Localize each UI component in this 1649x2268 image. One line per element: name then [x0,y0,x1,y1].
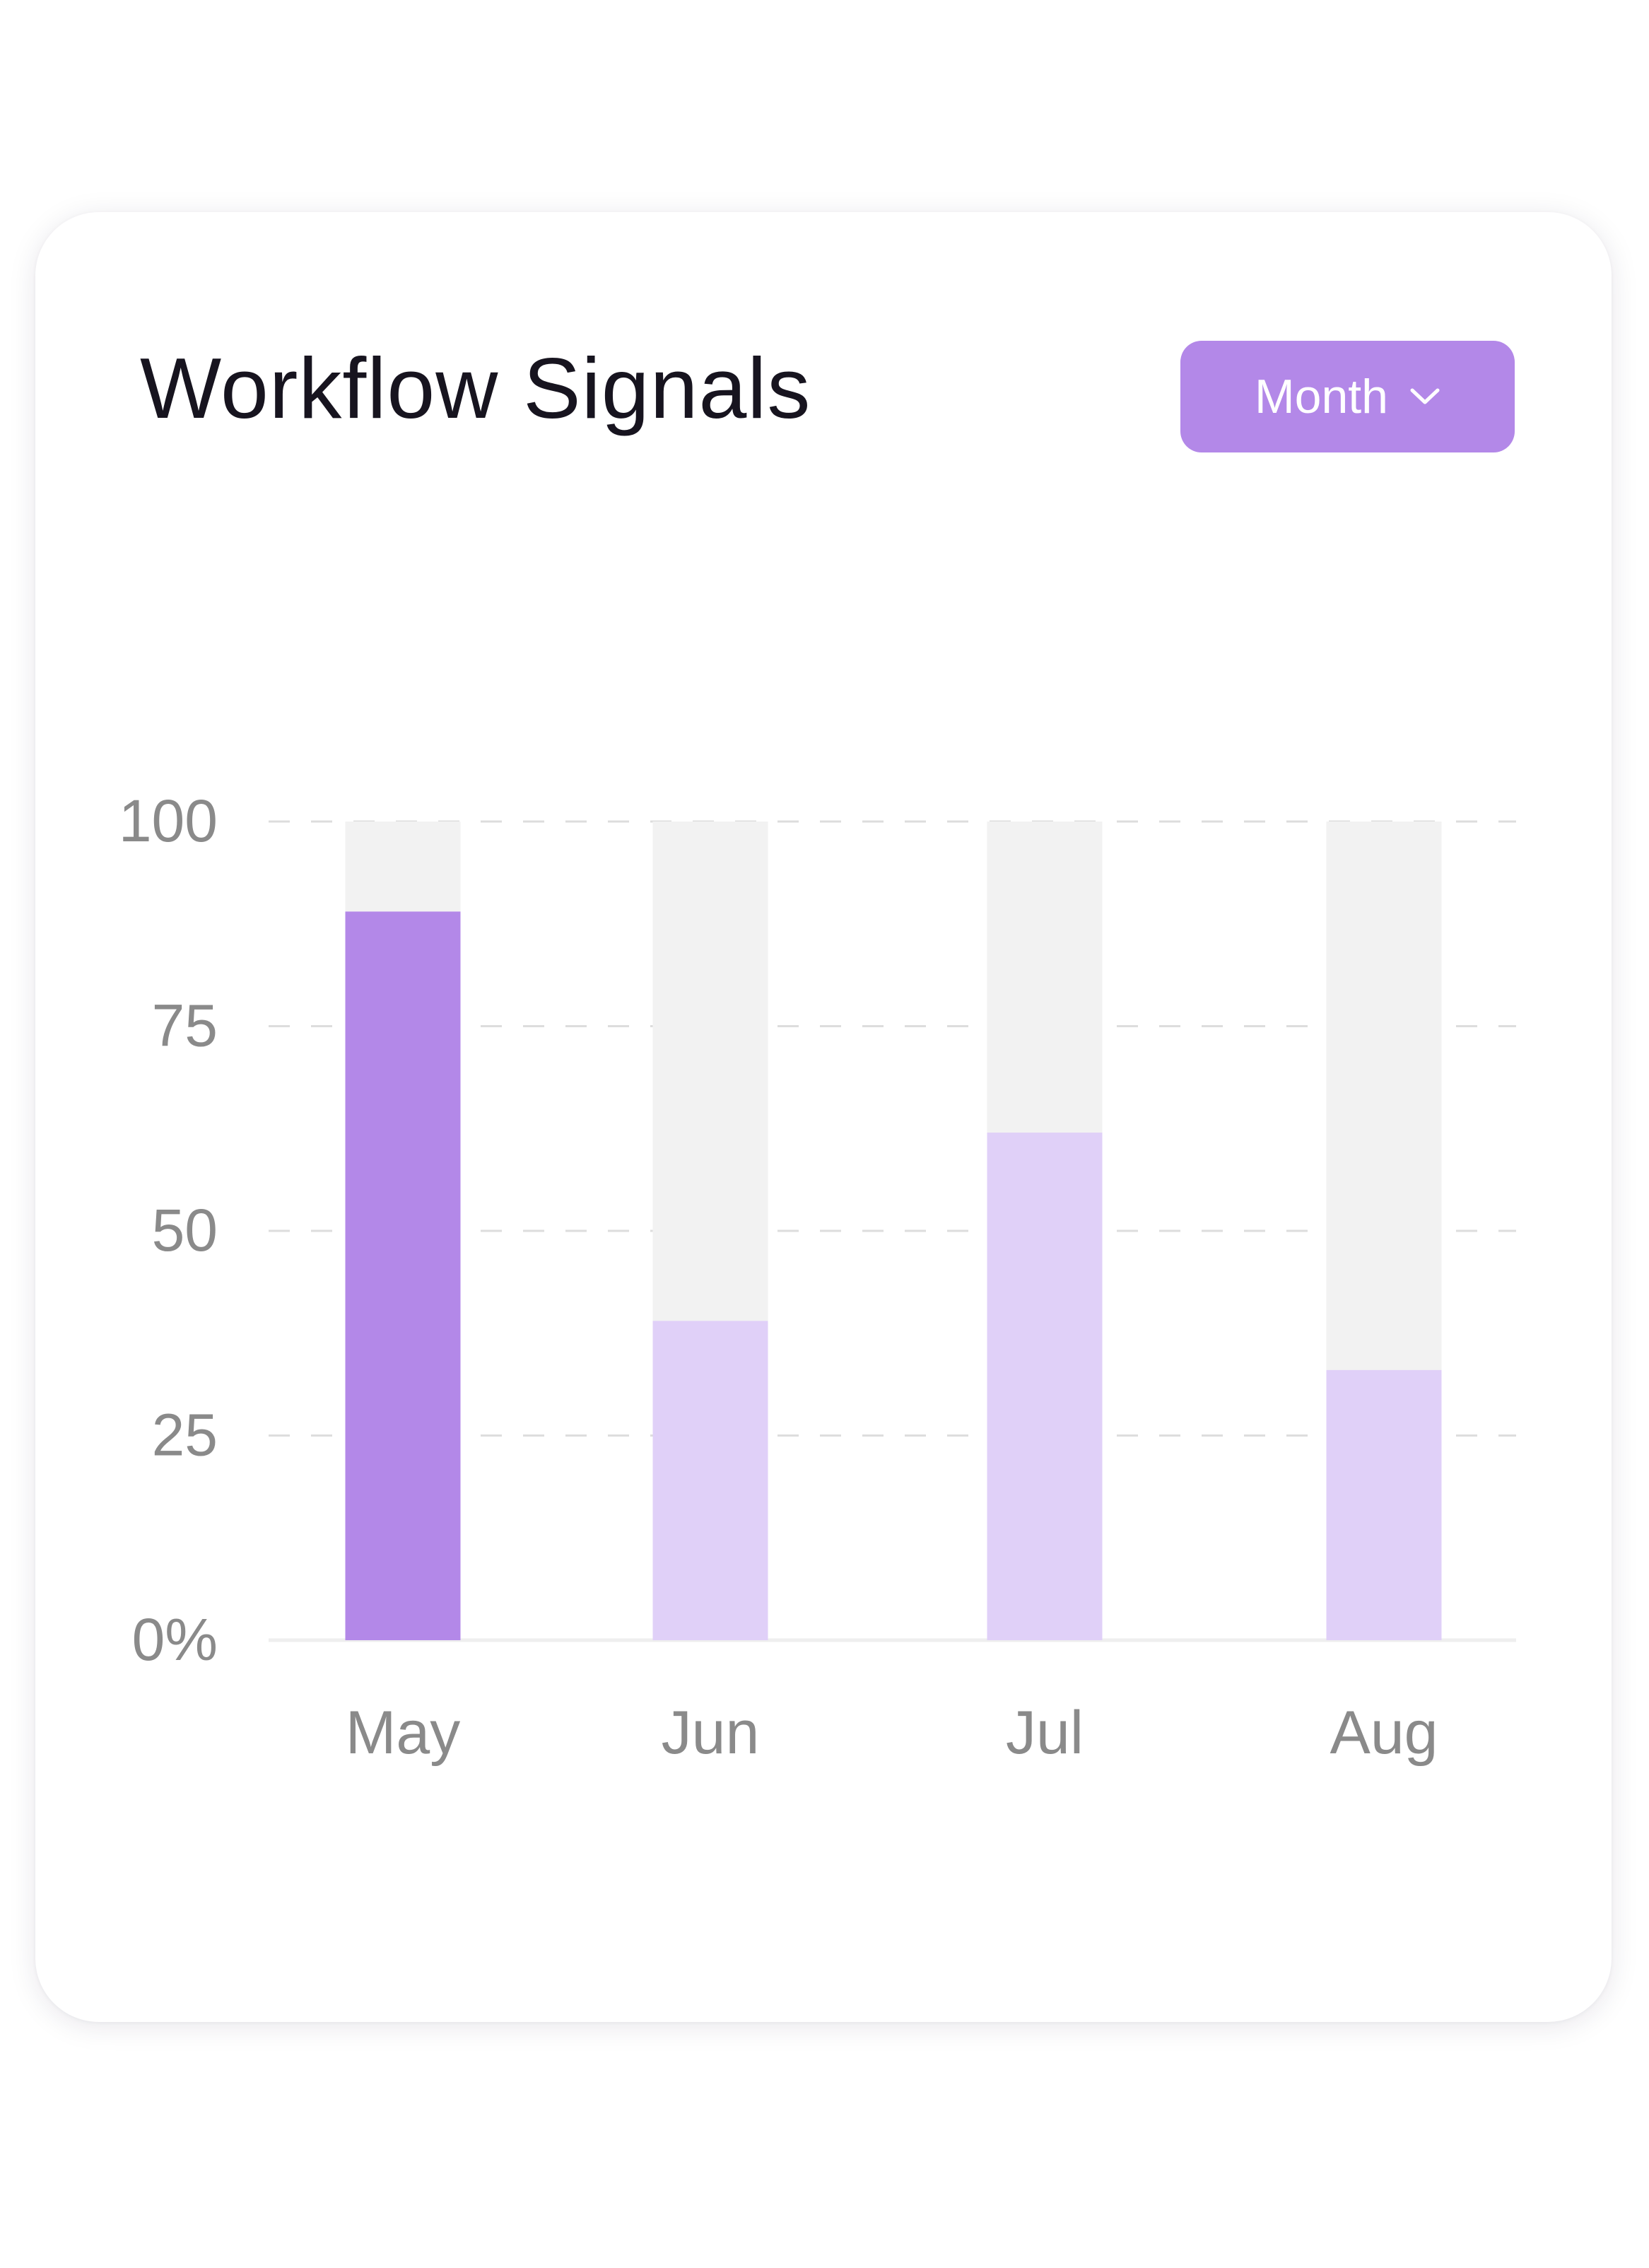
bar-aug[interactable] [1326,1369,1442,1640]
chart-card: Workflow Signals Month 0% 25 50 75 100 May Jun… [35,212,1612,2022]
y-tick-label: 75 [152,993,218,1059]
bar-chart: 0% 25 50 75 100 May Jun Jul Aug [119,788,1516,1767]
y-tick-label: 100 [119,788,218,854]
x-tick-label: Jun [662,1699,760,1767]
card-title: Workflow Signals [140,340,811,436]
bar-jul[interactable] [987,1133,1103,1640]
x-tick-label: Aug [1330,1699,1438,1767]
axis-labels: 0% 25 50 75 100 May Jun Jul Aug [119,788,1438,1767]
x-tick-label: Jul [1006,1699,1084,1767]
bar-may[interactable] [345,911,461,1640]
bar-jun[interactable] [652,1321,768,1640]
y-tick-label: 50 [152,1197,218,1263]
period-dropdown-label: Month [1255,370,1388,423]
gridlines [269,820,1516,1642]
y-tick-label: 25 [152,1402,218,1468]
period-dropdown-button[interactable]: Month [1180,341,1515,452]
y-tick-label: 0% [132,1606,218,1673]
chevron-down-icon [1409,387,1440,406]
bars [345,822,1442,1640]
x-tick-label: May [346,1699,460,1767]
